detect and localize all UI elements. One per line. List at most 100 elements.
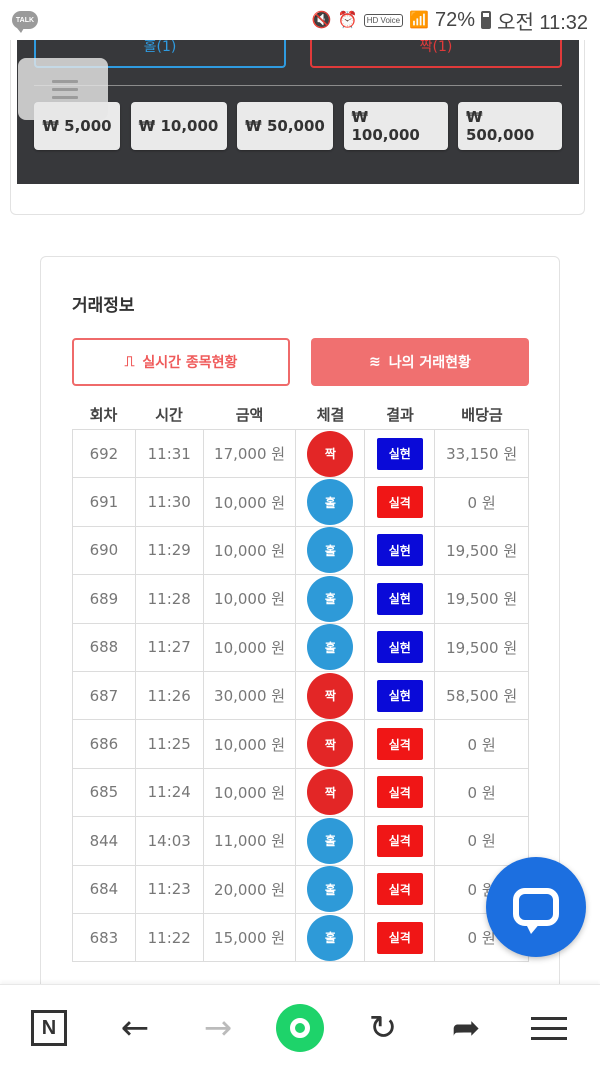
table-row: 687 11:26 30,000 원 짝 실현 58,500 원 [72, 670, 529, 721]
col-payout: 배당금 [461, 406, 503, 424]
table-row: 685 11:24 10,000 원 짝 실격 0 원 [72, 767, 529, 818]
chat-bubble-icon [513, 888, 559, 934]
cell-result: 실현 [364, 574, 436, 624]
waves-icon: ≋ [369, 354, 381, 370]
col-amount: 금액 [235, 406, 264, 424]
table-row: 683 11:22 15,000 원 홀 실격 0 원 [72, 912, 529, 963]
col-result: 결과 [386, 406, 414, 424]
even-bet-button[interactable]: 짝(1) [310, 40, 562, 68]
pick-badge: 홀 [307, 866, 354, 913]
cell-payout: 33,150 원 [434, 428, 529, 479]
pick-badge: 홀 [307, 479, 354, 526]
cell-round: 691 [72, 477, 136, 527]
result-badge: 실현 [376, 437, 423, 470]
forward-arrow-icon: → [203, 1008, 233, 1048]
result-badge: 실현 [376, 631, 423, 664]
table-row: 692 11:31 17,000 원 짝 실현 33,150 원 [72, 428, 529, 479]
cell-pick: 짝 [295, 670, 366, 721]
cell-time: 11:23 [134, 864, 204, 914]
table-header: 회차 시간 금액 체결 결과 배당금 [72, 401, 529, 429]
pick-badge: 홀 [307, 624, 354, 671]
alarm-icon: ⏰ [337, 12, 358, 29]
bottom-nav: N ← → ↻ ➦ [0, 984, 600, 1067]
table-row: 691 11:30 10,000 원 홀 실격 0 원 [72, 477, 529, 527]
cell-payout: 0 원 [434, 816, 529, 866]
menu-line [52, 87, 78, 91]
cell-pick: 홀 [295, 816, 366, 866]
table-row: 690 11:29 10,000 원 홀 실현 19,500 원 [72, 525, 529, 576]
cell-amount: 10,000 원 [202, 574, 297, 624]
cell-round: 844 [72, 816, 136, 866]
refresh-button[interactable]: ↻ [358, 1003, 408, 1053]
green-home-icon [276, 1004, 324, 1052]
cell-payout: 0 원 [434, 767, 529, 818]
chat-button[interactable] [486, 857, 586, 957]
divider [34, 85, 562, 86]
amount-button-500000[interactable]: ₩ 500,000 [458, 102, 562, 150]
naver-n-icon: N [31, 1010, 67, 1046]
cell-amount: 10,000 원 [202, 525, 297, 576]
amount-buttons: ₩ 5,000 ₩ 10,000 ₩ 50,000 ₩ 100,000 ₩ 50… [34, 102, 562, 150]
green-home-button[interactable] [275, 1003, 325, 1053]
pulse-icon: ⎍ [124, 354, 135, 370]
cell-round: 687 [72, 670, 136, 721]
amount-button-10000[interactable]: ₩ 10,000 [130, 102, 227, 150]
naver-home-button[interactable]: N [24, 1003, 74, 1053]
cell-time: 11:24 [134, 767, 204, 818]
col-round: 회차 [89, 406, 118, 424]
floating-menu-button[interactable] [18, 58, 108, 120]
col-pick: 체결 [316, 406, 345, 424]
back-button[interactable]: ← [110, 1003, 160, 1053]
cell-time: 11:28 [134, 574, 204, 624]
tab-mine-label: 나의 거래현황 [388, 355, 471, 371]
cell-pick: 짝 [295, 767, 366, 818]
cell-amount: 11,000 원 [202, 816, 297, 866]
kakaotalk-notification-icon: TALK [12, 11, 38, 33]
cell-result: 실격 [364, 477, 436, 527]
trade-info-title: 거래정보 [72, 296, 135, 316]
cell-round: 690 [72, 525, 136, 576]
cell-pick: 홀 [295, 525, 366, 576]
cell-pick: 짝 [295, 428, 366, 479]
cell-time: 11:29 [134, 525, 204, 576]
cell-amount: 10,000 원 [202, 767, 297, 818]
odd-bet-button[interactable]: 홀(1) [34, 40, 286, 68]
cell-result: 실현 [364, 525, 436, 576]
result-badge: 실현 [376, 534, 423, 567]
forward-button[interactable]: → [193, 1003, 243, 1053]
cell-round: 688 [72, 622, 136, 672]
refresh-icon: ↻ [368, 1008, 398, 1048]
cell-pick: 홀 [295, 622, 366, 672]
cell-payout: 19,500 원 [434, 574, 529, 624]
cell-amount: 30,000 원 [202, 670, 297, 721]
battery-percent: 72% [435, 8, 476, 31]
cell-payout: 0 원 [434, 719, 529, 769]
pick-badge: 짝 [307, 769, 354, 816]
menu-button[interactable] [524, 1003, 574, 1053]
result-badge: 실격 [376, 824, 423, 857]
pick-badge: 홀 [307, 914, 354, 961]
pick-badge: 짝 [307, 672, 354, 719]
cell-result: 실현 [364, 670, 436, 721]
cell-result: 실격 [364, 719, 436, 769]
cell-round: 689 [72, 574, 136, 624]
cell-time: 11:22 [134, 912, 204, 963]
wifi-icon: 📶 [409, 12, 430, 29]
cell-result: 실격 [364, 767, 436, 818]
result-badge: 실격 [376, 873, 423, 906]
result-badge: 실격 [376, 921, 423, 954]
cell-time: 11:27 [134, 622, 204, 672]
amount-button-50000[interactable]: ₩ 50,000 [237, 102, 333, 150]
amount-button-100000[interactable]: ₩ 100,000 [343, 102, 448, 150]
cell-payout: 19,500 원 [434, 525, 529, 576]
table-row: 844 14:03 11,000 원 홀 실격 0 원 [72, 816, 529, 866]
hd-voice-icon: HD Voice [363, 13, 404, 27]
cell-amount: 10,000 원 [202, 622, 297, 672]
pick-badge: 홀 [307, 575, 354, 622]
cell-amount: 20,000 원 [202, 864, 297, 914]
tab-my-trades[interactable]: ≋ 나의 거래현황 [311, 338, 529, 386]
col-time: 시간 [155, 406, 183, 424]
share-button[interactable]: ➦ [441, 1003, 491, 1053]
pick-badge: 짝 [307, 721, 354, 768]
tab-live-status[interactable]: ⎍ 실시간 종목현황 [72, 338, 290, 386]
